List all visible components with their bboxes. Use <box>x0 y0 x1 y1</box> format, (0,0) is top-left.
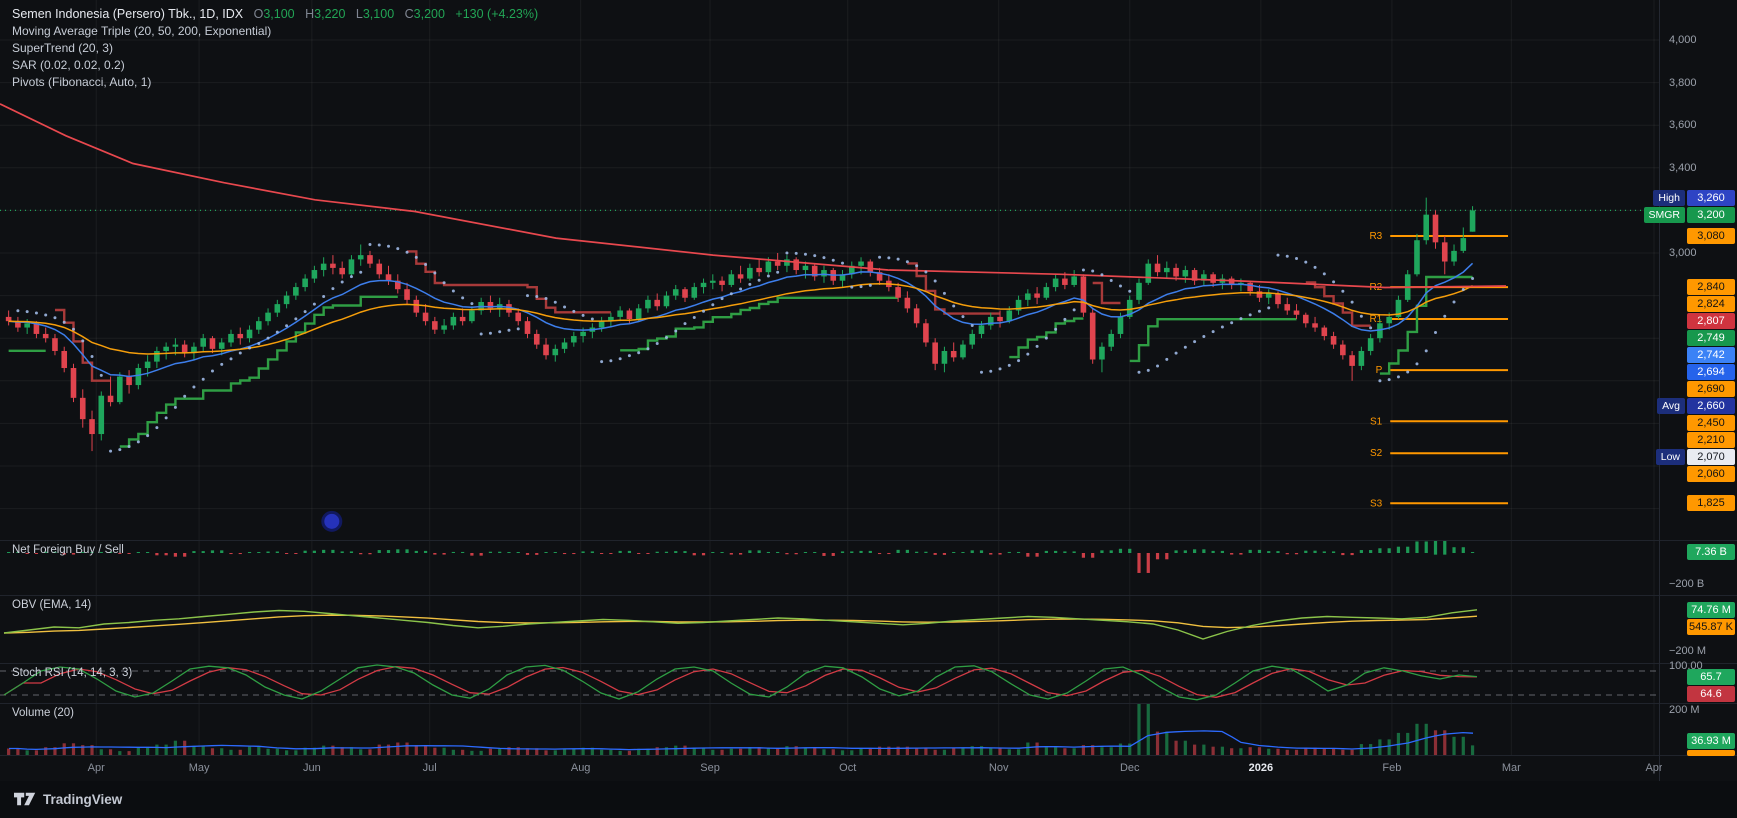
obv-value-badge: 74.76 M <box>1687 602 1735 618</box>
sar-layer <box>16 242 1475 453</box>
volume-ma-value-badge <box>1687 750 1735 756</box>
time-label: Sep <box>700 762 720 774</box>
obv-axis-label: −200 M <box>1669 645 1706 657</box>
svg-text:S3: S3 <box>1370 498 1383 509</box>
obv-ema-value-badge: 545.87 K <box>1687 619 1735 635</box>
close-label: C <box>404 7 414 21</box>
obv-canvas[interactable] <box>0 595 1659 663</box>
close-value: 3,200 <box>413 7 445 21</box>
net-foreign-canvas[interactable] <box>0 540 1659 595</box>
time-label: Mar <box>1501 762 1521 774</box>
supertrend-badge: 2,749 <box>1687 330 1735 347</box>
symbol-title: Semen Indonesia (Persero) Tbk., 1D, IDX <box>12 7 244 21</box>
pivot-r2-badge: 2,840 <box>1687 279 1735 296</box>
pane-separator[interactable] <box>0 703 1737 704</box>
time-label: Oct <box>839 762 857 774</box>
ema-layer <box>0 103 1507 378</box>
footer-bar: TradingView <box>0 781 1737 818</box>
high-price-badge: High 3,260 <box>1653 189 1735 206</box>
stoch-rsi-pane[interactable]: Stoch RSI (14, 14, 3, 3) <box>0 663 1659 703</box>
volume-canvas[interactable] <box>0 703 1659 755</box>
price-axis[interactable]: −200 B −200 M 100.00 200 M 4,000 3,800 3,6… <box>1643 0 1737 781</box>
high-label: H <box>305 7 315 21</box>
time-label: 2026 <box>1248 762 1274 774</box>
ema20-badge: 2,742 <box>1687 347 1735 364</box>
obv-pane[interactable]: OBV (EMA, 14) <box>0 595 1659 663</box>
price-tick: 3,600 <box>1669 119 1697 132</box>
indicator-legend-ma-triple[interactable]: Moving Average Triple (20, 50, 200, Expo… <box>12 24 272 38</box>
candles-layer <box>5 197 1476 452</box>
tradingview-logo-icon <box>14 792 36 806</box>
svg-text:P: P <box>1376 365 1383 376</box>
pivot-p-badge: 2,450 <box>1687 415 1735 432</box>
sar-badge: 2,694 <box>1687 364 1735 381</box>
svg-text:S2: S2 <box>1370 448 1383 459</box>
time-label: Jul <box>422 762 437 774</box>
avg-price-badge: Avg 2,660 <box>1657 398 1735 415</box>
pane-separator[interactable] <box>0 663 1737 664</box>
pane-separator[interactable] <box>0 540 1737 541</box>
pivot-s3-badge: 1,825 <box>1687 495 1735 512</box>
stoch-rsi-canvas[interactable] <box>0 663 1659 703</box>
time-axis[interactable]: Apr May Jun Jul Aug Sep Oct Nov Dec 2026 Feb Mar Apr <box>0 755 1662 781</box>
pane-separator <box>0 755 1737 756</box>
low-price-badge: Low 2,070 <box>1655 449 1735 466</box>
time-label: Nov <box>988 762 1009 774</box>
time-label: May <box>188 762 210 774</box>
volume-legend[interactable]: Volume (20) <box>12 707 75 719</box>
low-value: 3,100 <box>362 7 395 21</box>
indicator-legend-pivots[interactable]: Pivots (Fibonacci, Auto, 1) <box>12 75 152 89</box>
indicator-legend-sar[interactable]: SAR (0.02, 0.02, 0.2) <box>12 58 125 72</box>
open-value: 3,100 <box>263 7 295 21</box>
price-tick: 3,000 <box>1669 247 1697 259</box>
last-price-badge: SMGR 3,200 <box>1643 206 1735 223</box>
pivot-s1-badge: 2,210 <box>1687 432 1735 449</box>
time-label: Aug <box>570 762 591 774</box>
stoch-d-value-badge: 64.6 <box>1687 686 1735 702</box>
main-chart-pane[interactable]: R3 R2 R1 P S1 S2 S3 Semen Indonesia (Persero) … <box>0 0 1659 540</box>
ema50-badge: 2,824 <box>1687 296 1735 313</box>
legend: Semen Indonesia (Persero) Tbk., 1D, IDX … <box>12 6 538 91</box>
open-label: O <box>253 7 264 21</box>
volume-pane[interactable]: Volume (20) <box>0 703 1659 755</box>
time-label: Dec <box>1119 762 1140 774</box>
volume-axis-label: 200 M <box>1669 704 1700 716</box>
supertrend-layer <box>8 250 1473 448</box>
brand-text: TradingView <box>43 791 123 807</box>
stoch-rsi-legend[interactable]: Stoch RSI (14, 14, 3, 3) <box>12 667 133 679</box>
low-label: L <box>355 7 363 21</box>
change-value: +130 (+4.23%) <box>455 7 539 21</box>
indicator-legend-supertrend[interactable]: SuperTrend (20, 3) <box>12 41 113 55</box>
time-label: Apr <box>1645 762 1662 774</box>
svg-text:R1: R1 <box>1369 314 1382 325</box>
high-value: 3,220 <box>314 7 346 21</box>
net-foreign-axis-label: −200 B <box>1669 578 1705 590</box>
price-tick: 3,400 <box>1669 161 1697 174</box>
marker-dot[interactable] <box>321 510 343 532</box>
time-label: Apr <box>87 762 105 774</box>
tradingview-logo[interactable]: TradingView <box>14 789 122 809</box>
svg-text:R3: R3 <box>1369 231 1382 242</box>
price-tick: 4,000 <box>1669 34 1697 46</box>
pane-separator[interactable] <box>0 595 1737 596</box>
net-foreign-value-badge: 7.36 B <box>1687 544 1735 560</box>
pivot-r3-badge: 3,080 <box>1687 227 1735 244</box>
svg-text:S1: S1 <box>1370 416 1383 427</box>
stoch-k-value-badge: 65.7 <box>1687 669 1735 685</box>
time-label: Feb <box>1382 762 1402 774</box>
symbol-legend[interactable]: Semen Indonesia (Persero) Tbk., 1D, IDX … <box>12 6 538 23</box>
ema200-badge: 2,807 <box>1687 313 1735 330</box>
price-tick: 3,800 <box>1669 76 1697 89</box>
pivot-r1-badge: 2,690 <box>1687 381 1735 398</box>
obv-legend[interactable]: OBV (EMA, 14) <box>12 599 92 611</box>
net-foreign-pane[interactable]: Net Foreign Buy / Sell <box>0 540 1659 595</box>
time-label: Jun <box>303 762 321 774</box>
volume-value-badge: 36.93 M <box>1687 733 1735 749</box>
pivot-s2-badge: 2,060 <box>1687 466 1735 483</box>
net-foreign-legend[interactable]: Net Foreign Buy / Sell <box>12 544 124 556</box>
